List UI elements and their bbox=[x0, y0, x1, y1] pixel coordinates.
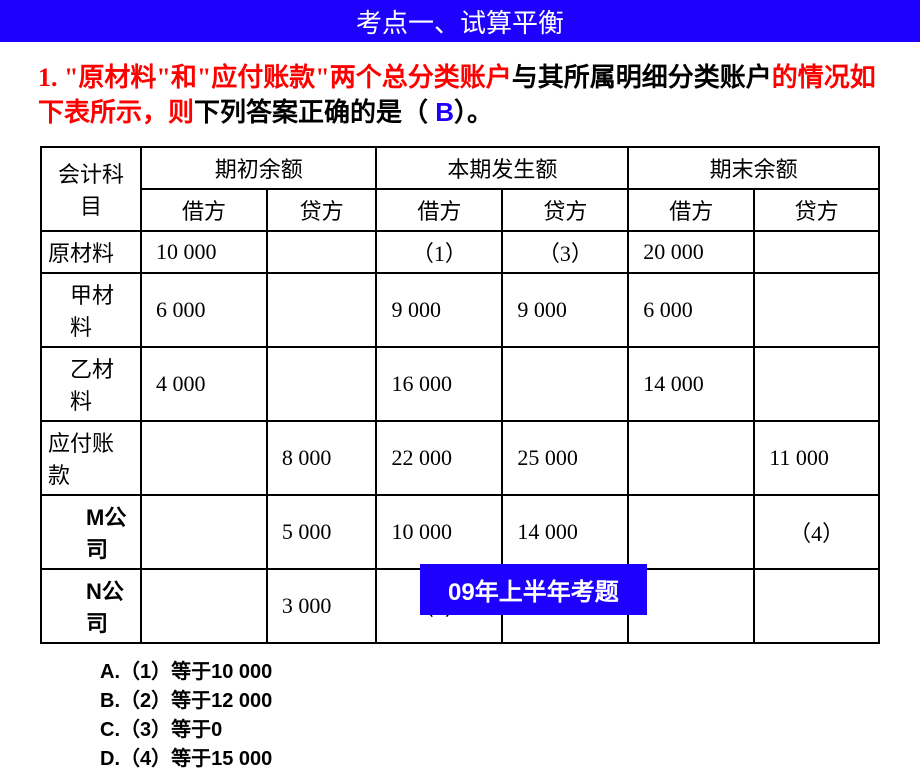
table-cell bbox=[141, 421, 267, 495]
table-cell: （4） bbox=[754, 495, 879, 569]
table-cell: 8 000 bbox=[267, 421, 377, 495]
table-cell bbox=[628, 495, 754, 569]
table-cell bbox=[754, 347, 879, 421]
header-title: 考点一、试算平衡 bbox=[356, 3, 564, 40]
table-cell: 9 000 bbox=[502, 273, 628, 347]
th-sub-2: 借方 bbox=[376, 189, 502, 231]
row-label: 甲材料 bbox=[41, 273, 141, 347]
table-cell bbox=[754, 231, 879, 273]
table-cell: 9 000 bbox=[376, 273, 502, 347]
table-cell bbox=[754, 273, 879, 347]
source-text: 年上半年考题 bbox=[475, 580, 619, 606]
table-cell: 11 000 bbox=[754, 421, 879, 495]
option-key: C. bbox=[100, 719, 120, 741]
q-prefix: 1. bbox=[38, 63, 64, 92]
option-text: （4）等于15 000 bbox=[120, 748, 272, 770]
table-cell bbox=[267, 347, 377, 421]
option-item: A.（1）等于10 000 bbox=[100, 658, 920, 687]
table-row: 乙材料4 000 16 000 14 000 bbox=[41, 347, 879, 421]
row-label: N公司 bbox=[41, 569, 141, 643]
th-group-1: 本期发生额 bbox=[376, 147, 628, 189]
table-cell: 4 000 bbox=[141, 347, 267, 421]
option-key: D. bbox=[100, 748, 120, 770]
table-cell bbox=[267, 273, 377, 347]
table-cell: 10 000 bbox=[141, 231, 267, 273]
table-cell bbox=[267, 231, 377, 273]
table-cell: 25 000 bbox=[502, 421, 628, 495]
table-cell: 22 000 bbox=[376, 421, 502, 495]
q-answer: B bbox=[428, 97, 454, 127]
th-subject: 会计科目 bbox=[41, 147, 141, 231]
table-row: 原材料10 000 （1）（3）20 000 bbox=[41, 231, 879, 273]
header-row-2: 借方 贷方 借方 贷方 借方 贷方 bbox=[41, 189, 879, 231]
table-cell: 20 000 bbox=[628, 231, 754, 273]
table-cell: 6 000 bbox=[628, 273, 754, 347]
table-head: 会计科目 期初余额 本期发生额 期末余额 借方 贷方 借方 贷方 借方 贷方 bbox=[41, 147, 879, 231]
option-text: （2）等于12 000 bbox=[120, 690, 272, 712]
th-sub-3: 贷方 bbox=[502, 189, 628, 231]
option-key: A. bbox=[100, 661, 120, 683]
table-row: 甲材料6 0009 0009 0006 000 bbox=[41, 273, 879, 347]
q-seg2: 与其所属明细分类账户 bbox=[512, 63, 772, 92]
table-cell bbox=[628, 569, 754, 643]
table-cell: 5 000 bbox=[267, 495, 377, 569]
th-sub-1: 贷方 bbox=[267, 189, 377, 231]
row-label: M公司 bbox=[41, 495, 141, 569]
options-list: A.（1）等于10 000B.（2）等于12 000C.（3）等于0D.（4）等… bbox=[100, 658, 920, 774]
table-cell: 3 000 bbox=[267, 569, 377, 643]
row-label: 应付账款 bbox=[41, 421, 141, 495]
table-cell bbox=[141, 495, 267, 569]
q-seg5: ）。 bbox=[454, 98, 493, 127]
table-cell: 14 000 bbox=[502, 495, 628, 569]
table-cell: 14 000 bbox=[628, 347, 754, 421]
row-label: 乙材料 bbox=[41, 347, 141, 421]
q-seg1: "原材料"和"应付账款"两个总分类账户 bbox=[64, 63, 512, 92]
table-cell bbox=[141, 569, 267, 643]
table-row: M公司 5 00010 00014 000 （4） bbox=[41, 495, 879, 569]
option-item: C.（3）等于0 bbox=[100, 716, 920, 745]
question-text: 1. "原材料"和"应付账款"两个总分类账户与其所属明细分类账户的情况如下表所示… bbox=[38, 60, 882, 130]
table-cell: （1） bbox=[376, 231, 502, 273]
option-item: D.（4）等于15 000 bbox=[100, 745, 920, 774]
table-cell: 6 000 bbox=[141, 273, 267, 347]
table-cell bbox=[502, 347, 628, 421]
table-row: 应付账款 8 00022 00025 000 11 000 bbox=[41, 421, 879, 495]
option-text: （3）等于0 bbox=[120, 719, 222, 741]
table-cell bbox=[628, 421, 754, 495]
option-text: （1）等于10 000 bbox=[120, 661, 272, 683]
th-sub-5: 贷方 bbox=[754, 189, 879, 231]
th-group-0: 期初余额 bbox=[141, 147, 376, 189]
source-box: 09年上半年考题 bbox=[420, 564, 647, 615]
option-key: B. bbox=[100, 690, 120, 712]
source-year: 09 bbox=[448, 579, 475, 606]
table-cell: 10 000 bbox=[376, 495, 502, 569]
th-sub-0: 借方 bbox=[141, 189, 267, 231]
q-seg4: 下列答案正确的是（ bbox=[194, 98, 428, 127]
table-cell: 16 000 bbox=[376, 347, 502, 421]
th-group-2: 期末余额 bbox=[628, 147, 879, 189]
table-cell: （3） bbox=[502, 231, 628, 273]
option-item: B.（2）等于12 000 bbox=[100, 687, 920, 716]
row-label: 原材料 bbox=[41, 231, 141, 273]
header-row-1: 会计科目 期初余额 本期发生额 期末余额 bbox=[41, 147, 879, 189]
table-cell bbox=[754, 569, 879, 643]
header-bar: 考点一、试算平衡 bbox=[0, 0, 920, 42]
th-sub-4: 借方 bbox=[628, 189, 754, 231]
